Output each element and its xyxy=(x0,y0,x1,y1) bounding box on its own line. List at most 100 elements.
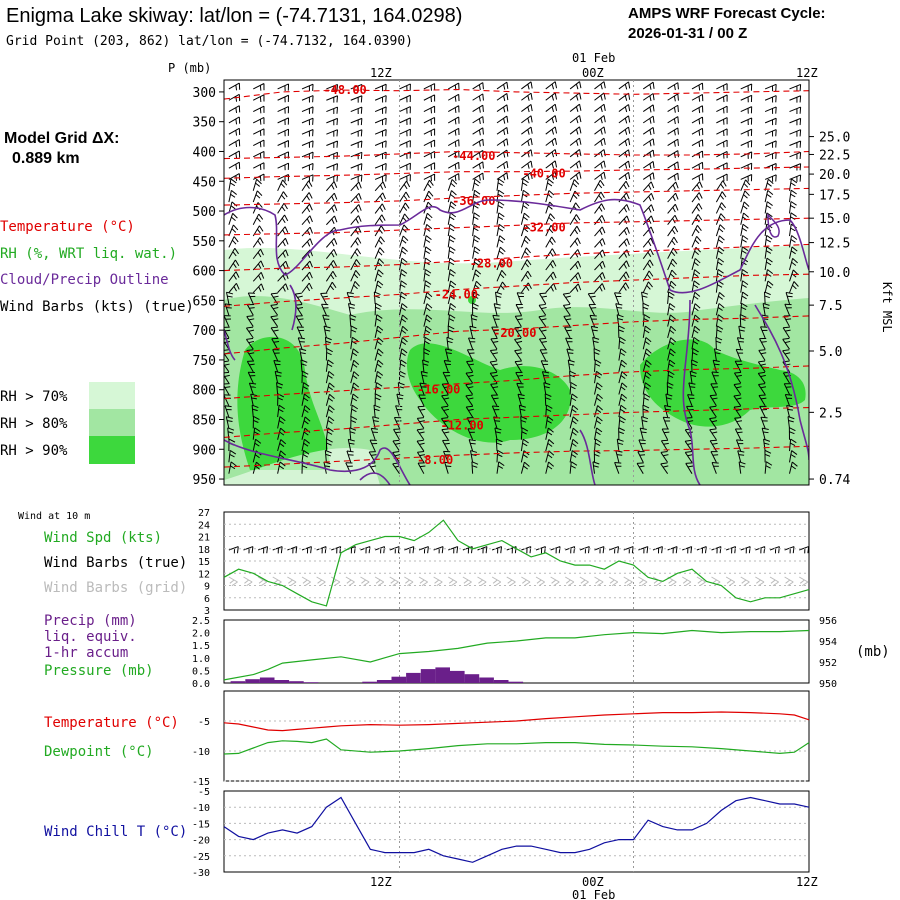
wind-barb-staff xyxy=(709,395,717,407)
surface-wind-barb-true-staff xyxy=(696,546,707,551)
wind-barb xyxy=(715,202,727,214)
surface-wind-barb-grid-flag xyxy=(434,579,440,584)
wind-barb-flag xyxy=(548,190,555,196)
wind-barb-flag xyxy=(353,382,360,388)
wind-barb-staff xyxy=(472,161,484,169)
wind-barb-flag xyxy=(652,172,655,180)
wind-barb xyxy=(350,393,359,406)
wind-barb xyxy=(594,226,606,237)
surface-wind-barb-true-flag xyxy=(617,546,620,554)
wind-barb xyxy=(472,116,484,125)
wind-barb xyxy=(757,360,766,373)
wind-barb-flag xyxy=(571,442,577,447)
wind-barb-flag xyxy=(287,129,290,136)
surface-wind-barb-true-flag xyxy=(321,547,323,554)
wind-barb-staff xyxy=(467,428,474,440)
wind-barb-flag xyxy=(396,420,402,422)
wind-barb-flag xyxy=(248,329,255,332)
wind-barb-flag xyxy=(282,241,286,247)
wind-barb-flag xyxy=(274,352,280,354)
wind-barb-flag xyxy=(458,162,460,169)
wind-barb-flag xyxy=(300,359,308,363)
wind-barb-flag xyxy=(419,442,425,445)
wind-barb-flag xyxy=(540,349,547,351)
wind-barb-flag xyxy=(701,94,704,102)
wind-barb xyxy=(301,192,313,203)
wind-barb xyxy=(420,370,428,384)
wind-barb-flag xyxy=(673,163,676,170)
pressure-tick-label: 800 xyxy=(193,384,216,399)
wind-barb-staff xyxy=(667,291,670,304)
wind-barb-staff xyxy=(539,338,547,350)
wind-barb-flag xyxy=(495,306,501,309)
wind-barb-staff xyxy=(569,137,580,146)
wind-barb-flag xyxy=(595,374,601,379)
wind-barb-flag xyxy=(263,128,265,136)
wind-barb-flag xyxy=(331,241,335,247)
wind-barb-flag xyxy=(617,438,624,442)
wind-barb-flag xyxy=(775,106,777,114)
wind-barb-flag xyxy=(641,291,649,295)
wind-barb xyxy=(740,190,750,203)
wind-barb-flag xyxy=(621,382,628,388)
wind-barb-flag xyxy=(601,215,606,222)
wind-barb-flag xyxy=(547,182,553,187)
wind-barb xyxy=(569,137,582,146)
wind-barb xyxy=(350,106,363,114)
wind-barb-staff xyxy=(273,360,279,372)
wind-barb-flag xyxy=(250,386,257,388)
wind-barb-flag xyxy=(377,280,384,286)
wind-barb-flag xyxy=(599,275,603,281)
wind-barb-flag xyxy=(575,129,579,135)
wind-barb-flag xyxy=(471,314,478,318)
wind-barb-staff xyxy=(374,174,387,180)
wind-barb-staff xyxy=(445,348,449,361)
wind-barb-flag xyxy=(376,352,382,357)
wind-barb-flag xyxy=(674,225,679,233)
wind-barb xyxy=(789,174,802,182)
wind-barb-flag xyxy=(287,163,290,170)
wind-barb-flag xyxy=(334,204,338,212)
wind-barb-flag xyxy=(598,206,603,212)
wind-barb-staff xyxy=(642,259,651,271)
wind-barb-flag xyxy=(376,284,382,289)
wind-barb-flag xyxy=(371,454,377,456)
wind-barb xyxy=(716,83,728,91)
wind-barb-flag xyxy=(494,427,502,431)
temperature-contour xyxy=(224,315,809,355)
wind-barb xyxy=(618,336,626,350)
wind-barb xyxy=(419,382,427,395)
wind-barb xyxy=(374,302,382,316)
precip-bar xyxy=(245,679,260,683)
wind-barb xyxy=(594,171,606,180)
wind-barb-flag xyxy=(623,274,627,280)
wind-barb-staff xyxy=(691,192,700,203)
wind-barb-staff xyxy=(740,179,747,191)
wind-barb-staff xyxy=(447,224,451,237)
wind-barb-flag xyxy=(482,93,484,101)
wind-barb-flag xyxy=(527,140,530,147)
wind-barb xyxy=(789,258,798,271)
wind-barb-staff xyxy=(423,326,427,338)
wind-barb-staff xyxy=(740,246,743,259)
wind-barb xyxy=(448,173,460,181)
wind-barb-flag xyxy=(530,126,533,134)
wind-barb-flag xyxy=(530,93,533,100)
wind-barb-staff xyxy=(686,406,693,418)
wind-barb-flag xyxy=(474,178,481,184)
wind-barb-staff xyxy=(441,429,449,441)
wind-barb-flag xyxy=(750,95,753,103)
wind-barb-flag xyxy=(304,438,310,444)
wind-barb-staff xyxy=(545,115,556,124)
wind-barb xyxy=(374,214,386,226)
wind-barb xyxy=(496,235,506,248)
wind-barb-flag xyxy=(385,129,387,137)
wind-barb-flag xyxy=(303,397,309,402)
wind-barb xyxy=(789,129,802,137)
wind-barb-flag xyxy=(736,374,742,377)
wind-barb-flag xyxy=(430,175,432,182)
wind-barb xyxy=(374,247,385,259)
temperature-contour xyxy=(224,407,809,438)
wind-barb-flag xyxy=(579,81,582,89)
wind-barb-flag xyxy=(409,151,411,159)
